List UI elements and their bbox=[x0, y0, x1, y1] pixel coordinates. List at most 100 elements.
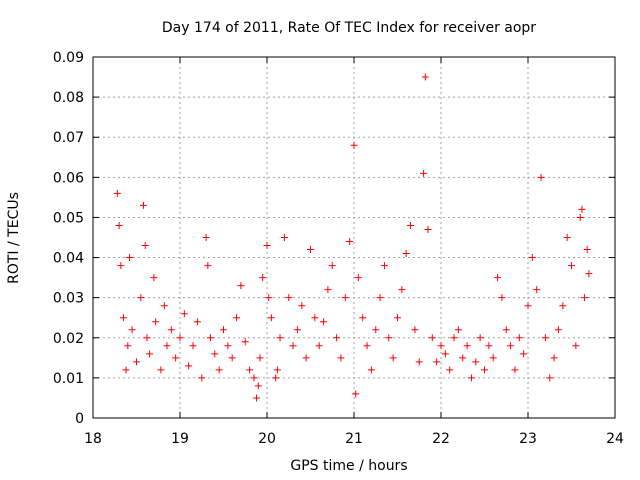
data-point bbox=[157, 366, 165, 374]
y-tick-label: 0.05 bbox=[53, 210, 84, 226]
data-point bbox=[189, 342, 197, 350]
data-point bbox=[437, 342, 445, 350]
data-point bbox=[528, 254, 536, 262]
data-point bbox=[481, 366, 488, 374]
data-point bbox=[581, 294, 589, 302]
data-point bbox=[380, 262, 388, 270]
data-point bbox=[276, 334, 284, 342]
data-point bbox=[202, 234, 210, 241]
data-point bbox=[146, 350, 154, 358]
x-tick-label: 23 bbox=[519, 431, 537, 447]
data-point bbox=[193, 318, 201, 326]
data-point bbox=[215, 366, 223, 374]
data-point bbox=[211, 350, 219, 358]
x-tick-label: 18 bbox=[84, 431, 102, 447]
data-point bbox=[337, 354, 345, 362]
data-point bbox=[354, 274, 362, 282]
data-point bbox=[133, 358, 140, 366]
x-tick-label: 22 bbox=[432, 431, 450, 447]
x-axis-label: GPS time / hours bbox=[290, 458, 407, 474]
data-point bbox=[494, 274, 502, 282]
data-point bbox=[346, 238, 354, 246]
data-point bbox=[333, 334, 341, 342]
data-point bbox=[302, 354, 310, 362]
data-point bbox=[568, 262, 575, 270]
data-point bbox=[139, 201, 147, 209]
data-point bbox=[578, 205, 586, 213]
data-point bbox=[320, 318, 328, 326]
data-point bbox=[128, 326, 136, 334]
data-point bbox=[515, 334, 523, 342]
data-point bbox=[420, 169, 428, 177]
data-point bbox=[363, 342, 371, 350]
data-point bbox=[228, 354, 236, 362]
data-point bbox=[367, 366, 375, 374]
data-point bbox=[263, 242, 271, 250]
data-point bbox=[150, 274, 158, 282]
data-point bbox=[476, 334, 484, 342]
data-point bbox=[454, 326, 462, 334]
data-point bbox=[272, 374, 280, 382]
data-point bbox=[576, 213, 584, 221]
ticks-layer: 18 19 20 21 22 23 24 0 0.01 0.02 0.03 0.04 0.05 0.06 0… bbox=[53, 50, 624, 447]
data-point bbox=[143, 334, 151, 342]
data-point bbox=[450, 334, 458, 342]
data-point bbox=[273, 366, 281, 374]
data-point bbox=[583, 246, 591, 254]
data-point bbox=[198, 374, 206, 382]
points-layer bbox=[113, 73, 593, 402]
y-tick-label: 0.09 bbox=[53, 50, 84, 66]
data-point bbox=[233, 314, 241, 322]
data-point bbox=[572, 342, 580, 350]
data-point bbox=[533, 286, 541, 294]
data-point bbox=[220, 326, 227, 334]
data-point bbox=[467, 374, 475, 382]
data-point bbox=[421, 73, 429, 81]
data-point bbox=[489, 354, 497, 362]
chart-title: Day 174 of 2011, Rate Of TEC Index for r… bbox=[162, 20, 536, 36]
data-point bbox=[424, 225, 432, 233]
data-point bbox=[241, 338, 249, 346]
data-point bbox=[328, 262, 336, 270]
data-point bbox=[472, 358, 480, 366]
data-point bbox=[446, 366, 454, 374]
y-tick-label: 0.02 bbox=[53, 331, 84, 347]
data-point bbox=[298, 302, 306, 310]
data-point bbox=[550, 354, 558, 362]
data-point bbox=[124, 342, 132, 350]
data-point bbox=[293, 326, 301, 334]
data-point bbox=[160, 302, 168, 310]
data-point bbox=[224, 342, 232, 350]
data-point bbox=[122, 366, 130, 374]
grid-layer bbox=[93, 57, 615, 418]
data-point bbox=[511, 366, 519, 374]
data-point bbox=[204, 262, 212, 270]
data-point bbox=[485, 342, 493, 350]
data-point bbox=[502, 326, 510, 334]
y-tick-label: 0.07 bbox=[53, 130, 84, 146]
data-point bbox=[350, 141, 358, 149]
data-point bbox=[385, 334, 393, 342]
data-point bbox=[280, 234, 288, 241]
data-point bbox=[259, 274, 267, 282]
x-tick-label: 20 bbox=[258, 431, 276, 447]
data-point bbox=[126, 254, 134, 262]
data-point bbox=[152, 318, 160, 326]
data-point bbox=[585, 270, 593, 278]
data-point bbox=[398, 286, 406, 294]
data-point bbox=[415, 358, 423, 366]
data-point bbox=[119, 314, 127, 322]
x-tick-label: 24 bbox=[606, 431, 624, 447]
data-point bbox=[246, 366, 254, 374]
data-point bbox=[167, 326, 175, 334]
data-point bbox=[459, 354, 467, 362]
data-point bbox=[311, 314, 319, 322]
y-tick-label: 0.06 bbox=[53, 170, 84, 186]
data-point bbox=[537, 173, 545, 181]
data-point bbox=[141, 242, 149, 250]
data-point bbox=[163, 342, 171, 350]
y-axis-label: ROTI / TECUs bbox=[6, 192, 22, 284]
data-point bbox=[563, 234, 571, 241]
data-point bbox=[389, 354, 397, 362]
